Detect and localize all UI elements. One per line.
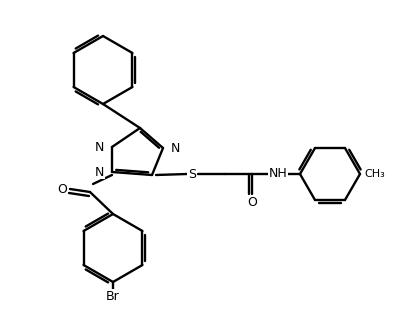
Text: O: O — [57, 183, 67, 196]
Text: N: N — [171, 141, 180, 154]
Text: N: N — [95, 140, 104, 153]
Text: S: S — [188, 168, 196, 181]
Text: Br: Br — [106, 290, 120, 302]
Text: CH₃: CH₃ — [364, 169, 385, 179]
Text: NH: NH — [269, 167, 287, 180]
Text: N: N — [95, 165, 104, 179]
Text: O: O — [247, 196, 257, 208]
